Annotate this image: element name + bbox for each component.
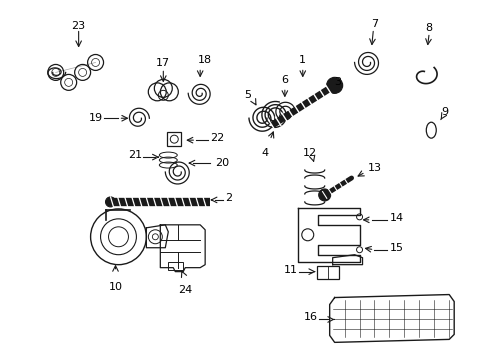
Text: 15: 15 <box>388 243 403 253</box>
Text: 19: 19 <box>88 113 102 123</box>
Polygon shape <box>297 208 359 262</box>
Text: 2: 2 <box>224 193 232 203</box>
Text: 16: 16 <box>303 312 317 323</box>
Circle shape <box>318 189 330 201</box>
Text: 17: 17 <box>156 58 170 68</box>
Text: 10: 10 <box>108 282 122 292</box>
Text: 3: 3 <box>334 77 341 87</box>
Text: 21: 21 <box>128 150 142 160</box>
Text: 23: 23 <box>71 21 85 31</box>
Text: 9: 9 <box>440 107 447 117</box>
Polygon shape <box>332 255 362 265</box>
Text: 18: 18 <box>198 55 212 66</box>
Text: 1: 1 <box>299 55 305 66</box>
Text: 12: 12 <box>302 148 316 158</box>
Polygon shape <box>146 225 168 248</box>
Circle shape <box>326 77 342 93</box>
Text: 13: 13 <box>367 163 381 173</box>
Text: 7: 7 <box>370 19 377 29</box>
Text: 22: 22 <box>210 133 224 143</box>
Text: 5: 5 <box>244 90 250 100</box>
Text: 14: 14 <box>388 213 403 223</box>
Polygon shape <box>329 294 453 342</box>
Text: 24: 24 <box>178 285 192 294</box>
Text: 8: 8 <box>425 23 432 33</box>
Circle shape <box>105 197 115 207</box>
Polygon shape <box>160 225 205 272</box>
Text: 6: 6 <box>281 75 288 85</box>
Text: 20: 20 <box>215 158 229 168</box>
Text: 4: 4 <box>261 148 268 158</box>
Text: 11: 11 <box>283 265 297 275</box>
